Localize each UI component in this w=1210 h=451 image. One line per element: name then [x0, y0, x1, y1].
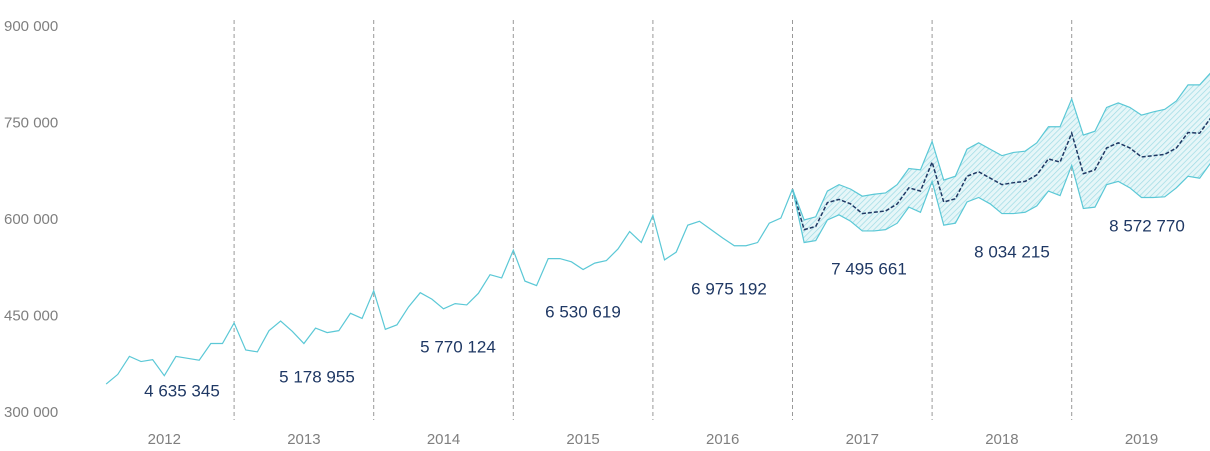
x-tick-label: 2016	[706, 431, 739, 448]
annual-total: 5 770 124	[420, 337, 496, 356]
x-tick-label: 2012	[148, 431, 181, 448]
x-tick-label: 2014	[427, 431, 460, 448]
x-tick-label: 2013	[287, 431, 320, 448]
annual-total: 8 572 770	[1109, 216, 1185, 235]
y-tick-label: 750 000	[4, 114, 58, 131]
y-tick-label: 450 000	[4, 307, 58, 324]
annual-total: 4 635 345	[144, 381, 220, 400]
annual-total: 8 034 215	[974, 242, 1050, 261]
annual-total: 6 975 192	[691, 279, 767, 298]
annual-total: 7 495 661	[831, 259, 907, 278]
y-tick-label: 900 000	[4, 18, 58, 35]
series-line	[791, 162, 1210, 244]
x-tick-label: 2018	[985, 431, 1018, 448]
x-tick-label: 2019	[1125, 431, 1158, 448]
x-tick-label: 2015	[566, 431, 599, 448]
series-line	[105, 188, 794, 385]
forecast-band	[792, 73, 1210, 243]
series-line	[791, 117, 1210, 231]
series-line	[791, 72, 1210, 221]
annual-total: 6 530 619	[545, 302, 621, 321]
y-tick-label: 300 000	[4, 404, 58, 421]
annual-total: 5 178 955	[279, 367, 355, 386]
x-tick-label: 2017	[846, 431, 879, 448]
y-tick-label: 600 000	[4, 211, 58, 228]
